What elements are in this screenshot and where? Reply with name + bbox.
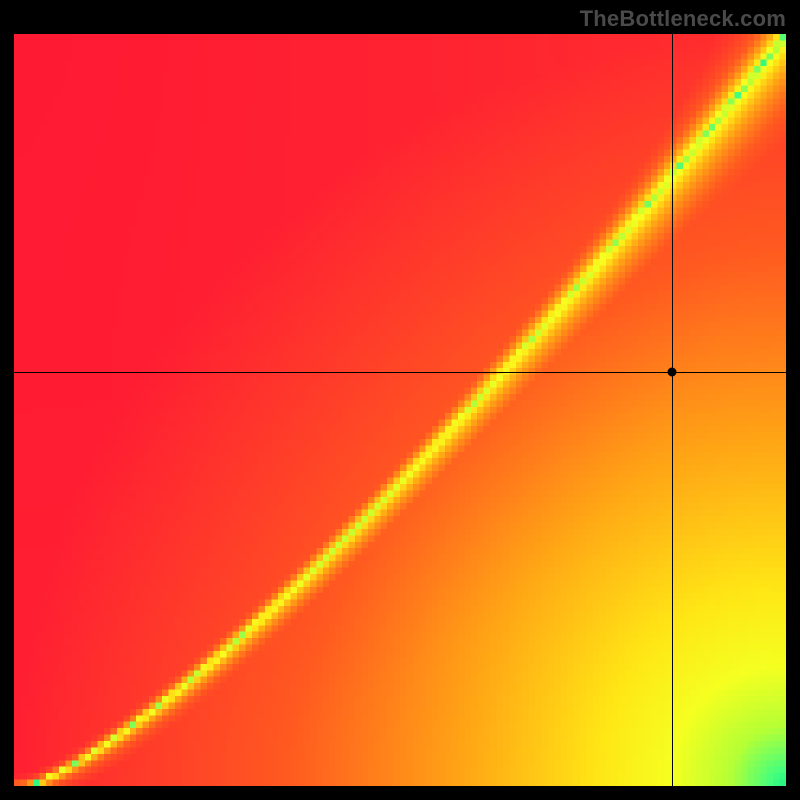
chart-container: { "watermark": { "text": "TheBottleneck.…	[0, 0, 800, 800]
crosshair-vertical-line	[672, 34, 673, 786]
heatmap-plot-area	[14, 34, 786, 786]
heatmap-canvas	[14, 34, 786, 786]
watermark-text: TheBottleneck.com	[580, 6, 786, 32]
crosshair-marker-dot	[667, 368, 676, 377]
